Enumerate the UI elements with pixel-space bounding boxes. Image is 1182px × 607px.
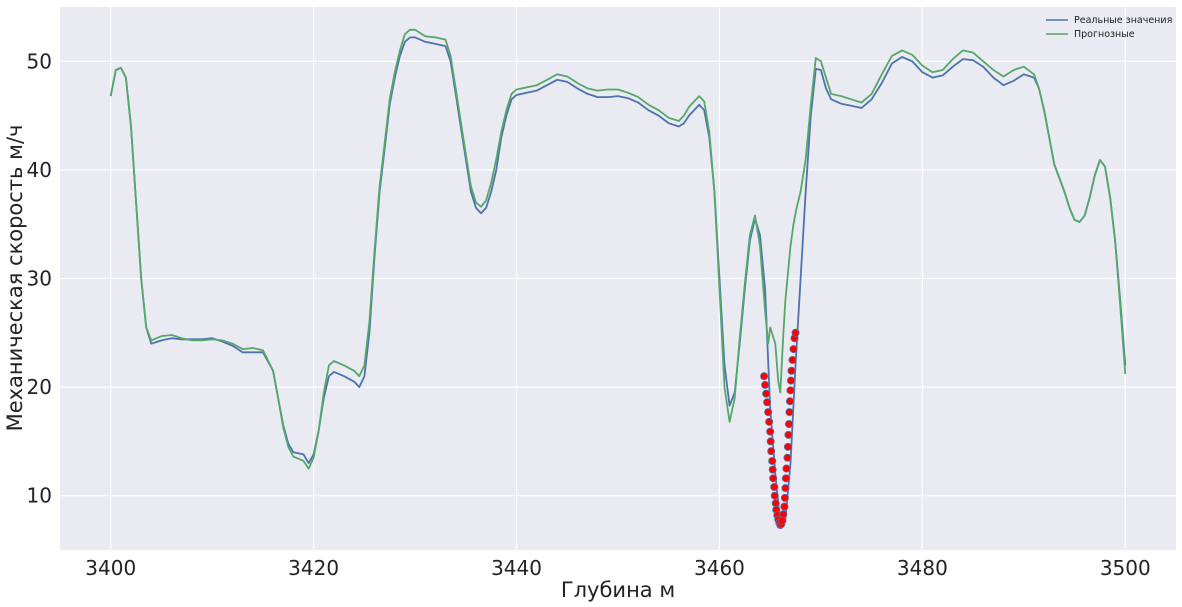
anomaly-point	[780, 493, 789, 502]
anomaly-point	[761, 380, 770, 389]
anomaly-point	[779, 510, 788, 519]
x-tick-label: 3440	[491, 556, 542, 580]
anomaly-point	[766, 437, 775, 446]
anomaly-point	[766, 427, 775, 436]
y-tick-label: 50	[27, 49, 52, 73]
x-tick-label: 3400	[85, 556, 136, 580]
anomaly-point	[769, 474, 778, 483]
anomaly-point	[788, 355, 797, 364]
anomaly-point	[765, 417, 774, 426]
y-tick-label: 30	[27, 267, 52, 291]
anomaly-point	[791, 328, 800, 337]
x-tick-label: 3500	[1100, 556, 1151, 580]
anomaly-point	[783, 442, 792, 451]
anomaly-point	[762, 389, 771, 398]
series-lines	[109, 28, 1127, 524]
y-tick-label: 20	[27, 375, 52, 399]
anomaly-point	[770, 491, 779, 500]
anomaly-point	[783, 453, 792, 462]
series-line-real	[109, 36, 1127, 524]
y-tick-label: 40	[27, 158, 52, 182]
grid	[60, 7, 1176, 550]
x-tick-label: 3480	[897, 556, 948, 580]
anomaly-point	[782, 464, 791, 473]
anomaly-point	[764, 408, 773, 417]
anomaly-point	[785, 408, 794, 417]
y-tick-labels: 10 20 30 40 50	[27, 49, 52, 507]
anomaly-point	[789, 345, 798, 354]
anomaly-point	[767, 447, 776, 456]
anomaly-point	[785, 397, 794, 406]
anomaly-point	[768, 465, 777, 474]
anomaly-point	[771, 499, 780, 508]
anomaly-point	[786, 376, 795, 385]
x-tick-label: 3460	[694, 556, 745, 580]
y-tick-label: 10	[27, 484, 52, 508]
anomaly-point	[787, 366, 796, 375]
series-line-forecast	[109, 28, 1127, 470]
x-tick-labels: 3400 3420 3440 3460 3480 3500	[85, 556, 1150, 580]
x-tick-label: 3420	[288, 556, 339, 580]
anomaly-point	[786, 386, 795, 395]
x-axis-label: Глубина м	[561, 578, 675, 602]
anomaly-point	[784, 420, 793, 429]
anomaly-point	[763, 398, 772, 407]
anomaly-point	[781, 474, 790, 483]
legend: Реальные значения Прогнозные	[1046, 15, 1172, 40]
anomaly-point	[780, 502, 789, 511]
anomaly-point	[768, 456, 777, 465]
anomaly-points	[760, 328, 800, 530]
anomaly-point	[778, 516, 787, 525]
anomaly-point	[784, 430, 793, 439]
anomaly-point	[781, 484, 790, 493]
anomaly-point	[770, 483, 779, 492]
anomaly-point	[760, 372, 769, 381]
y-axis-label: Механическая скорость м/ч	[3, 125, 27, 432]
legend-label-real: Реальные значения	[1074, 15, 1172, 26]
legend-label-forecast: Прогнозные	[1074, 29, 1135, 40]
